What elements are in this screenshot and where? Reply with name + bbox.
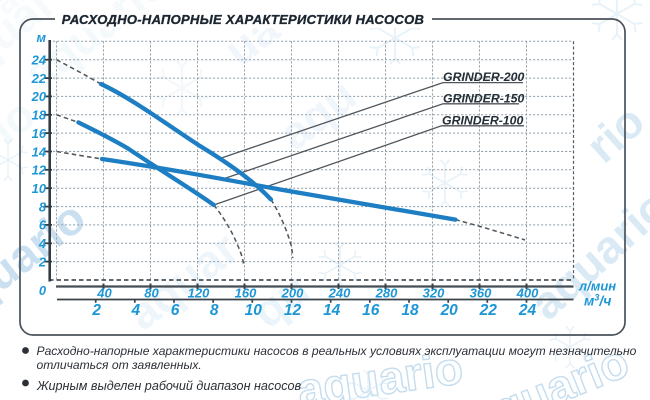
svg-text:20: 20 <box>440 302 459 319</box>
svg-text:Расходно-напорные характеристи: Расходно-напорные характеристики насосов… <box>37 344 637 358</box>
svg-text:2: 2 <box>38 254 47 269</box>
svg-text:120: 120 <box>188 286 210 301</box>
svg-text:6: 6 <box>171 302 180 319</box>
svg-text:л/мин: л/мин <box>578 279 616 294</box>
svg-text:Жирным выделен рабочий диапазо: Жирным выделен рабочий диапазон насосов <box>36 379 302 393</box>
svg-text:18: 18 <box>401 302 419 319</box>
svg-text:м3/ч: м3/ч <box>584 293 611 309</box>
svg-text:8: 8 <box>210 302 219 319</box>
svg-text:320: 320 <box>423 286 445 301</box>
svg-text:0: 0 <box>39 283 47 298</box>
svg-text:GRINDER-100: GRINDER-100 <box>442 113 523 127</box>
svg-text:360: 360 <box>470 286 492 301</box>
svg-text:4: 4 <box>38 236 46 251</box>
svg-text:280: 280 <box>375 286 398 301</box>
svg-text:РАСХОДНО-НАПОРНЫЕ ХАРАКТЕРИСТИ: РАСХОДНО-НАПОРНЫЕ ХАРАКТЕРИСТИКИ НАСОСОВ <box>62 12 424 27</box>
svg-text:16: 16 <box>32 126 47 141</box>
svg-text:rio: rio <box>576 94 650 172</box>
svg-text:2: 2 <box>91 302 101 319</box>
svg-text:18: 18 <box>32 108 47 123</box>
svg-text:4: 4 <box>130 302 140 319</box>
svg-text:160: 160 <box>235 286 257 301</box>
svg-text:24: 24 <box>31 53 46 68</box>
svg-text:отличаться от заявленных.: отличаться от заявленных. <box>37 358 202 372</box>
svg-text:22: 22 <box>479 302 498 319</box>
svg-text:aquar: aquar <box>117 222 248 340</box>
svg-text:14: 14 <box>32 144 46 159</box>
svg-text:400: 400 <box>516 286 539 301</box>
svg-text:20: 20 <box>31 89 47 104</box>
svg-text:10: 10 <box>32 181 47 196</box>
svg-text:14: 14 <box>323 302 341 319</box>
svg-text:12: 12 <box>284 302 302 319</box>
svg-text:12: 12 <box>32 163 47 178</box>
svg-text:8: 8 <box>39 199 47 214</box>
svg-text:6: 6 <box>39 218 47 233</box>
svg-text:GRINDER-200: GRINDER-200 <box>443 70 524 84</box>
svg-text:10: 10 <box>245 302 263 319</box>
svg-text:80: 80 <box>144 286 159 301</box>
svg-text:240: 240 <box>328 286 351 301</box>
svg-text:GRINDER-150: GRINDER-150 <box>443 91 524 105</box>
svg-text:22: 22 <box>31 71 47 86</box>
svg-text:200: 200 <box>281 286 304 301</box>
svg-text:м: м <box>36 30 46 45</box>
svg-text:24: 24 <box>518 302 537 319</box>
svg-text:16: 16 <box>362 302 380 319</box>
svg-text:40: 40 <box>96 286 112 301</box>
